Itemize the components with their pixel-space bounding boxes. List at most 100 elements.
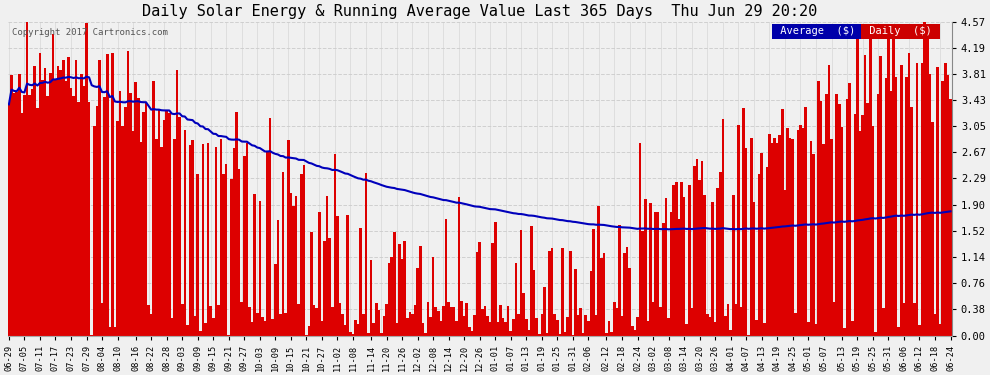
- Bar: [722, 119, 724, 336]
- Bar: [577, 315, 579, 336]
- Bar: [582, 333, 584, 336]
- Bar: [571, 335, 574, 336]
- Text: Daily  ($): Daily ($): [863, 26, 939, 36]
- Bar: [683, 196, 685, 336]
- Bar: [396, 322, 398, 336]
- Bar: [818, 81, 820, 336]
- Bar: [42, 80, 44, 336]
- Bar: [263, 321, 266, 336]
- Bar: [735, 304, 738, 336]
- Bar: [605, 333, 608, 336]
- Bar: [316, 308, 318, 336]
- Bar: [143, 112, 145, 336]
- Bar: [755, 320, 757, 336]
- Bar: [784, 190, 786, 336]
- Bar: [704, 195, 706, 336]
- Bar: [538, 334, 541, 336]
- Bar: [225, 164, 228, 336]
- Bar: [799, 125, 802, 336]
- Bar: [31, 88, 34, 336]
- Bar: [499, 304, 502, 336]
- Bar: [228, 334, 230, 336]
- Bar: [170, 318, 173, 336]
- Bar: [440, 321, 443, 336]
- Bar: [874, 332, 877, 336]
- Bar: [191, 140, 194, 336]
- Bar: [130, 93, 132, 336]
- Bar: [654, 212, 657, 336]
- Bar: [26, 22, 29, 336]
- Bar: [592, 229, 595, 336]
- Bar: [841, 127, 843, 336]
- Bar: [109, 327, 111, 336]
- Bar: [8, 104, 10, 336]
- Bar: [709, 317, 711, 336]
- Bar: [253, 194, 256, 336]
- Bar: [701, 160, 704, 336]
- Bar: [295, 195, 297, 336]
- Bar: [657, 213, 659, 336]
- Bar: [794, 313, 797, 336]
- Bar: [946, 75, 949, 336]
- Bar: [303, 165, 305, 336]
- Bar: [631, 326, 634, 336]
- Bar: [238, 170, 241, 336]
- Bar: [465, 303, 468, 336]
- Bar: [823, 144, 825, 336]
- Bar: [157, 110, 160, 336]
- Bar: [342, 314, 344, 336]
- Bar: [861, 115, 864, 336]
- Bar: [763, 323, 765, 336]
- Bar: [752, 202, 755, 336]
- Bar: [173, 139, 176, 336]
- Bar: [685, 324, 688, 336]
- Bar: [600, 258, 603, 336]
- Bar: [815, 324, 818, 336]
- Bar: [349, 332, 351, 336]
- Bar: [939, 324, 941, 336]
- Bar: [470, 331, 473, 336]
- Bar: [344, 326, 346, 336]
- Bar: [587, 321, 590, 336]
- Bar: [662, 224, 664, 336]
- Bar: [419, 246, 422, 336]
- Bar: [119, 91, 122, 336]
- Bar: [646, 321, 649, 336]
- Bar: [696, 159, 698, 336]
- Bar: [738, 125, 740, 336]
- Bar: [698, 180, 701, 336]
- Bar: [300, 174, 303, 336]
- Bar: [64, 81, 67, 336]
- Bar: [629, 267, 631, 336]
- Bar: [290, 193, 292, 336]
- Bar: [178, 117, 181, 336]
- Bar: [236, 112, 238, 336]
- Bar: [331, 307, 334, 336]
- Bar: [595, 315, 597, 336]
- Bar: [427, 302, 430, 336]
- Bar: [215, 147, 217, 336]
- Bar: [334, 154, 337, 336]
- Bar: [634, 330, 637, 336]
- Bar: [706, 314, 709, 336]
- Bar: [62, 60, 64, 336]
- Bar: [137, 98, 140, 336]
- Bar: [644, 199, 646, 336]
- Bar: [563, 332, 566, 336]
- Bar: [445, 219, 447, 336]
- Bar: [455, 321, 457, 336]
- Bar: [740, 307, 742, 336]
- Bar: [611, 332, 613, 336]
- Bar: [768, 134, 771, 336]
- Bar: [346, 214, 349, 336]
- Bar: [921, 63, 924, 336]
- Bar: [866, 103, 869, 336]
- Bar: [831, 139, 833, 336]
- Bar: [56, 66, 59, 336]
- Bar: [88, 102, 90, 336]
- Bar: [292, 206, 295, 336]
- Bar: [491, 243, 494, 336]
- Bar: [929, 74, 932, 336]
- Bar: [916, 63, 918, 336]
- Bar: [934, 314, 937, 336]
